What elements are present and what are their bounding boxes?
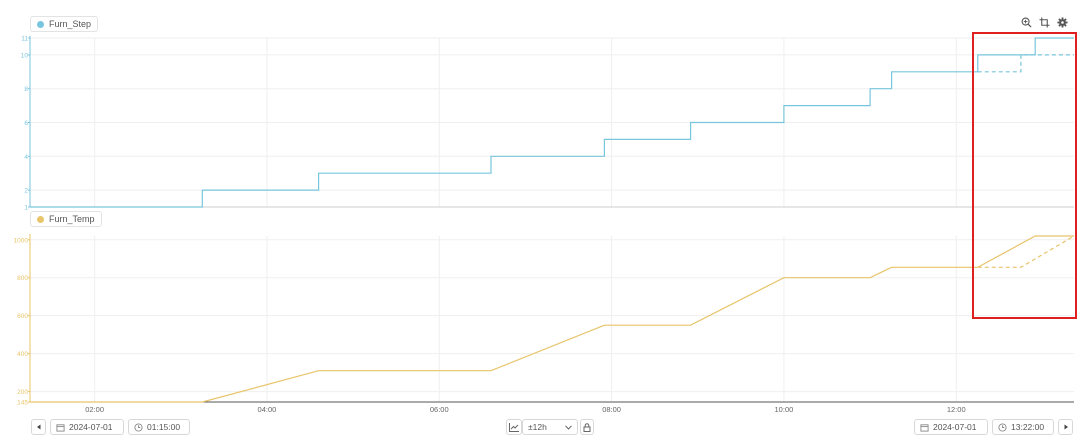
furn-step-y-tick-label: 1 (24, 205, 28, 212)
gear-icon[interactable] (1056, 16, 1068, 28)
furn-temp-chart: 02:00 04:00 06:00 08:00 10:00 12:00 145 200 400 6… (14, 234, 1075, 414)
zoom-in-icon[interactable] (1020, 16, 1032, 28)
furn-step-y-tick-label: 11 (21, 36, 28, 43)
calendar-icon (920, 423, 929, 432)
lock-icon (583, 422, 591, 432)
furn-step-y-tick-label: 6 (24, 120, 28, 127)
start-time-field[interactable]: 01:15:00 (128, 419, 190, 435)
range-select[interactable]: ±12h (522, 419, 578, 435)
x-tick-label: 10:00 (775, 405, 794, 414)
furn-temp-legend-label: Furn_Temp (49, 214, 95, 224)
clock-icon (998, 422, 1007, 432)
x-tick-label: 08:00 (602, 405, 621, 414)
highlight-box (972, 32, 1077, 319)
furn-step-legend-label: Furn_Step (49, 19, 92, 29)
start-time-value: 01:15:00 (147, 422, 181, 432)
calendar-icon (56, 423, 65, 432)
time-range-bar: 2024-07-01 01:15:00 ±12h 2024-07-01 13:2… (0, 417, 1080, 437)
crop-icon[interactable] (1038, 16, 1050, 28)
chart-toolbar (1020, 16, 1068, 28)
charts-area[interactable]: 1 2 4 6 8 10 11 02:00 04:00 06:00 08:00 10:00 12:00… (0, 0, 1080, 417)
furn-step-y-tick-label: 4 (24, 154, 28, 161)
end-date-field[interactable]: 2024-07-01 (914, 419, 988, 435)
x-tick-label: 02:00 (85, 405, 104, 414)
furn-step-y-tick-label: 10 (21, 52, 29, 59)
chevron-down-icon (565, 424, 572, 430)
x-tick-label: 06:00 (430, 405, 449, 414)
furn-temp-y-tick-label: 200 (17, 389, 28, 396)
furn-temp-series-line (30, 235, 1074, 403)
furn-step-series-line (30, 37, 1074, 208)
furn-step-dashed-series (977, 54, 1074, 73)
end-time-value: 13:22:00 (1011, 422, 1045, 432)
caret-right-icon (1064, 424, 1068, 430)
caret-left-icon (36, 424, 40, 430)
furn-step-y-tick-label: 8 (24, 86, 28, 93)
end-time-field[interactable]: 13:22:00 (992, 419, 1054, 435)
range-value: ±12h (528, 422, 547, 432)
furn-temp-y-tick-label: 600 (17, 313, 28, 320)
clock-icon (134, 422, 143, 432)
x-tick-label: 04:00 (258, 405, 277, 414)
furn-temp-y-tick-label: 1000 (14, 237, 29, 244)
line-chart-icon (509, 422, 519, 432)
end-date-value: 2024-07-01 (933, 422, 977, 432)
furn-step-chart: 1 2 4 6 8 10 11 (21, 36, 1074, 212)
prev-range-button[interactable] (31, 419, 46, 435)
furn-temp-y-tick-label: 145 (17, 400, 28, 407)
furn-step-legend[interactable]: Furn_Step (30, 16, 99, 32)
furn-temp-y-tick-label: 400 (17, 351, 28, 358)
start-date-field[interactable]: 2024-07-01 (50, 419, 124, 435)
furn-temp-y-tick-label: 800 (17, 275, 28, 282)
next-range-button[interactable] (1058, 419, 1073, 435)
start-date-value: 2024-07-01 (69, 422, 113, 432)
lock-button[interactable] (580, 419, 594, 435)
furn-step-y-tick-label: 2 (24, 188, 28, 195)
furn-step-legend-dot (37, 20, 44, 28)
furn-temp-legend[interactable]: Furn_Temp (30, 211, 102, 227)
x-tick-label: 12:00 (947, 405, 966, 414)
chart-type-button[interactable] (506, 419, 522, 435)
furn-temp-dashed-series (977, 235, 1075, 268)
furn-temp-legend-dot (37, 215, 44, 223)
